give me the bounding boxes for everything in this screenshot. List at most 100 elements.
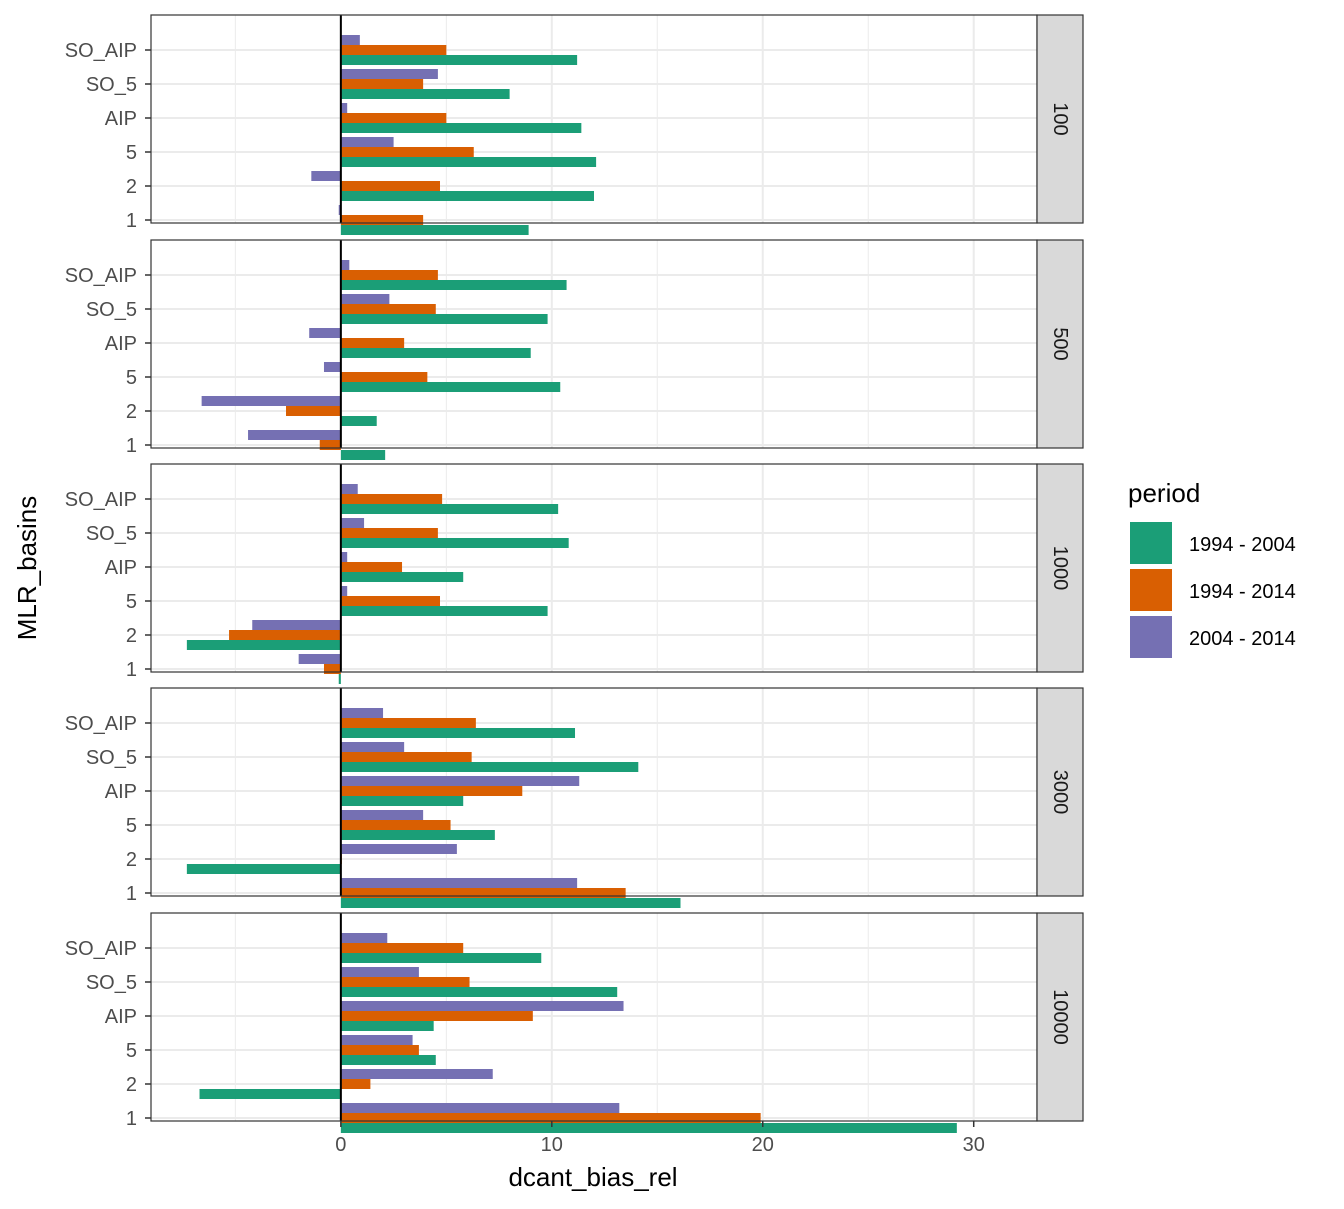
bar-10000-2-2004-2014 bbox=[340, 1069, 493, 1079]
y-tick-label: AIP bbox=[105, 1006, 137, 1028]
y-tick-label: SO_AIP bbox=[65, 713, 137, 735]
y-tick-label: 2 bbox=[126, 176, 137, 198]
bar-100-1-1994-2014 bbox=[340, 215, 424, 225]
facet-panel-3000: SO_AIP SO_5 AIP 5 2 1 3000 bbox=[65, 687, 1084, 908]
bar-500-AIP-2004-2014 bbox=[309, 328, 341, 338]
bar-1000-1-1994-2004 bbox=[338, 674, 341, 684]
y-tick-label: 2 bbox=[126, 401, 137, 423]
bar-1000-SO_AIP-2004-2014 bbox=[340, 484, 358, 494]
y-tick-label: SO_AIP bbox=[65, 489, 137, 511]
bar-1000-1-2004-2014 bbox=[298, 654, 341, 664]
facet-strip bbox=[1036, 912, 1084, 1122]
y-tick-label: 5 bbox=[126, 367, 137, 389]
y-tick-label: 1 bbox=[126, 1108, 137, 1130]
bar-500-AIP-1994-2004 bbox=[340, 348, 531, 358]
bar-10000-SO_AIP-1994-2014 bbox=[340, 943, 464, 953]
bar-100-SO_AIP-1994-2004 bbox=[340, 55, 578, 65]
bar-100-2-1994-2004 bbox=[340, 191, 594, 201]
bar-10000-AIP-2004-2014 bbox=[340, 1001, 624, 1011]
bar-1000-5-1994-2014 bbox=[340, 596, 441, 606]
bar-1000-AIP-1994-2004 bbox=[340, 572, 464, 582]
bar-500-SO_AIP-1994-2004 bbox=[340, 280, 567, 290]
x-axis: 0 10 20 30 bbox=[335, 1121, 985, 1156]
facet-panel-500: SO_AIP SO_5 AIP 5 2 1 500 bbox=[65, 239, 1084, 460]
bar-10000-SO_AIP-2004-2014 bbox=[340, 933, 388, 943]
facet-panel-1000: SO_AIP SO_5 AIP 5 2 1 1000 bbox=[65, 463, 1084, 684]
bar-1000-5-2004-2014 bbox=[340, 586, 348, 596]
bar-10000-1-1994-2004 bbox=[340, 1123, 957, 1133]
bar-500-1-1994-2004 bbox=[340, 450, 386, 460]
bar-3000-1-1994-2004 bbox=[340, 898, 681, 908]
facet-panels: SO_AIPSO_5AIP521100SO_AIPSO_5AIP521500SO… bbox=[65, 14, 1084, 1133]
bar-500-SO_5-2004-2014 bbox=[340, 294, 390, 304]
y-tick-label: 5 bbox=[126, 591, 137, 613]
bar-100-2-2004-2014 bbox=[311, 171, 341, 181]
y-tick-label: AIP bbox=[105, 557, 137, 579]
x-tick-label: 10 bbox=[541, 1134, 563, 1156]
bar-10000-SO_AIP-1994-2004 bbox=[340, 953, 542, 963]
legend-key bbox=[1130, 522, 1172, 564]
bar-3000-SO_AIP-1994-2014 bbox=[340, 718, 476, 728]
facet-strip-label: 10000 bbox=[1049, 989, 1071, 1045]
y-tick-label: SO_5 bbox=[86, 972, 137, 994]
y-tick-label: SO_AIP bbox=[65, 265, 137, 287]
bar-500-SO_5-1994-2014 bbox=[340, 304, 436, 314]
facet-strip bbox=[1036, 239, 1084, 449]
y-tick-label: 2 bbox=[126, 625, 137, 647]
y-tick-label: 5 bbox=[126, 142, 137, 164]
bar-500-2-1994-2014 bbox=[286, 406, 341, 416]
legend-label: 2004 - 2014 bbox=[1189, 628, 1296, 650]
x-axis-title: dcant_bias_rel bbox=[508, 1162, 677, 1192]
bar-3000-SO_5-1994-2004 bbox=[340, 762, 639, 772]
bar-100-5-2004-2014 bbox=[340, 137, 394, 147]
bar-100-AIP-2004-2014 bbox=[340, 103, 348, 113]
facet-strip bbox=[1036, 463, 1084, 673]
bar-10000-SO_5-2004-2014 bbox=[340, 967, 419, 977]
bar-1000-SO_AIP-1994-2014 bbox=[340, 494, 443, 504]
bar-3000-2-1994-2004 bbox=[186, 864, 341, 874]
y-tick-label: 1 bbox=[126, 435, 137, 457]
bar-500-1-1994-2014 bbox=[319, 440, 341, 450]
bar-1000-SO_5-1994-2014 bbox=[340, 528, 438, 538]
bar-100-SO_5-2004-2014 bbox=[340, 69, 438, 79]
bar-3000-SO_5-1994-2014 bbox=[340, 752, 472, 762]
bar-3000-5-1994-2014 bbox=[340, 820, 451, 830]
y-tick-label: AIP bbox=[105, 781, 137, 803]
bar-10000-AIP-1994-2014 bbox=[340, 1011, 533, 1021]
bar-500-SO_AIP-2004-2014 bbox=[340, 260, 350, 270]
bar-500-SO_5-1994-2004 bbox=[340, 314, 548, 324]
legend-key bbox=[1130, 616, 1172, 658]
facet-strip-label: 1000 bbox=[1049, 546, 1071, 591]
legend-label: 1994 - 2014 bbox=[1189, 581, 1296, 603]
bar-1000-AIP-1994-2014 bbox=[340, 562, 403, 572]
x-tick-label: 0 bbox=[335, 1134, 346, 1156]
y-tick-label: AIP bbox=[105, 108, 137, 130]
bar-1000-2-2004-2014 bbox=[252, 620, 341, 630]
bar-10000-1-2004-2014 bbox=[340, 1103, 620, 1113]
bar-500-2-2004-2014 bbox=[201, 396, 341, 406]
bar-10000-5-1994-2014 bbox=[340, 1045, 419, 1055]
bar-10000-SO_5-1994-2014 bbox=[340, 977, 470, 987]
bar-100-SO_AIP-1994-2014 bbox=[340, 45, 447, 55]
bar-100-SO_5-1994-2004 bbox=[340, 89, 510, 99]
legend-label: 1994 - 2004 bbox=[1189, 534, 1296, 556]
facet-strip-label: 3000 bbox=[1049, 770, 1071, 815]
bar-500-5-1994-2004 bbox=[340, 382, 561, 392]
bar-100-AIP-1994-2004 bbox=[340, 123, 582, 133]
facet-panel-100: SO_AIP SO_5 AIP 5 2 1 100 bbox=[65, 14, 1084, 235]
bar-1000-5-1994-2004 bbox=[340, 606, 548, 616]
bar-100-2-1994-2014 bbox=[340, 181, 441, 191]
y-tick-label: 1 bbox=[126, 210, 137, 232]
bar-3000-AIP-1994-2004 bbox=[340, 796, 464, 806]
y-tick-label: 1 bbox=[126, 659, 137, 681]
bar-3000-1-2004-2014 bbox=[340, 878, 578, 888]
legend-key bbox=[1130, 569, 1172, 611]
legend-title: period bbox=[1128, 478, 1200, 508]
bar-1000-SO_5-2004-2014 bbox=[340, 518, 365, 528]
bar-1000-2-1994-2014 bbox=[229, 630, 341, 640]
bar-10000-2-1994-2014 bbox=[340, 1079, 371, 1089]
facet-strip bbox=[1036, 14, 1084, 224]
bar-10000-1-1994-2014 bbox=[340, 1113, 761, 1123]
bar-100-SO_5-1994-2014 bbox=[340, 79, 424, 89]
